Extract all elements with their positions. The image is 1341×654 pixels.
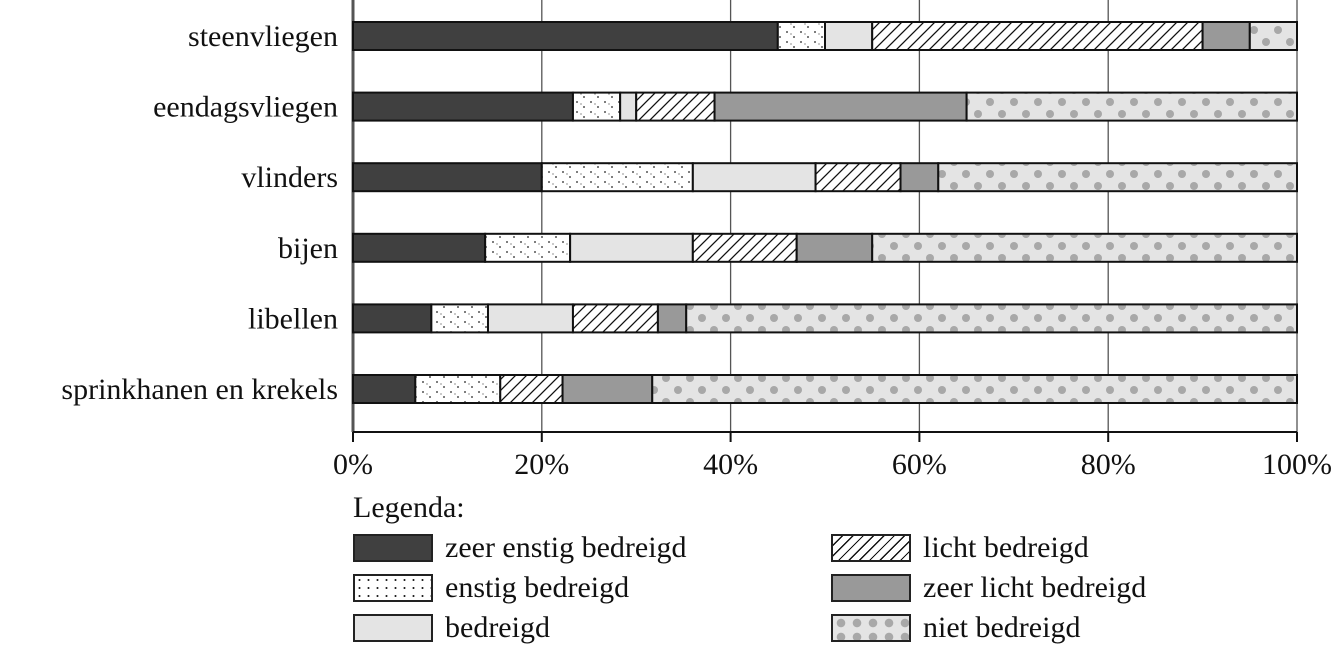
legend-swatch-icon — [831, 614, 911, 642]
legend-item: enstig bedreigd — [353, 570, 831, 606]
legend-items: zeer enstig bedreigd licht bedreigd enst… — [353, 530, 1253, 646]
x-tick-label: 80% — [1081, 448, 1136, 481]
legend-item: niet bedreigd — [831, 610, 1251, 646]
legend-swatch-icon — [353, 534, 433, 562]
legend-title: Legenda: — [353, 491, 465, 524]
stacked-bar-chart: steenvliegen eendagsvliegen vlinders bijen l… — [61, 0, 1332, 481]
category-label: vlinders — [241, 161, 338, 194]
bar-segment — [571, 303, 659, 334]
legend-item: licht bedreigd — [831, 530, 1251, 566]
bar-segment — [795, 232, 874, 263]
bar-segment — [352, 21, 779, 51]
legend-item: zeer licht bedreigd — [831, 570, 1251, 606]
legend-swatch-icon — [831, 534, 911, 562]
category-label: libellen — [248, 302, 338, 335]
bar-segment — [899, 162, 940, 193]
bar-segment — [814, 162, 902, 193]
bar-segment — [352, 232, 487, 263]
bar-segment — [352, 162, 543, 193]
x-tick-label: 60% — [892, 448, 947, 481]
bar-segment — [713, 91, 968, 122]
bar-segment — [619, 91, 638, 122]
bar-segment — [937, 162, 1299, 193]
category-label: eendagsvliegen — [153, 91, 338, 124]
bars — [352, 21, 1299, 404]
bar-segment — [656, 303, 688, 334]
bar-segment — [484, 232, 572, 263]
bar-segment — [691, 232, 798, 263]
legend-swatch-icon — [353, 574, 433, 602]
category-label: sprinkhanen en krekels — [61, 373, 338, 406]
bar-segment — [1248, 21, 1299, 51]
bar-segment — [1201, 21, 1251, 51]
bar-segment — [561, 374, 654, 404]
legend-item: bedreigd — [353, 610, 831, 646]
category-label: steenvliegen — [188, 20, 338, 53]
bar-segment — [430, 303, 489, 334]
x-tick-label: 20% — [514, 448, 569, 481]
bar-segment — [414, 374, 502, 404]
legend-swatch-icon — [353, 614, 433, 642]
legend: Legenda: zeer enstig bedreigd licht bedr… — [353, 490, 1253, 646]
bar-segment — [776, 21, 826, 51]
bar-segment — [871, 232, 1298, 263]
bar-segment — [965, 91, 1298, 122]
x-tick-label: 0% — [333, 448, 373, 481]
x-tick-label: 100% — [1262, 448, 1332, 481]
category-label: bijen — [278, 232, 338, 265]
legend-swatch-icon — [831, 574, 911, 602]
bar-segment — [824, 21, 874, 51]
grid-lines — [351, 0, 1298, 442]
legend-item: zeer enstig bedreigd — [353, 530, 831, 566]
category-labels: steenvliegen eendagsvliegen vlinders bijen l… — [61, 20, 338, 406]
x-axis-ticks: 0% 20% 40% 60% 80% 100% — [333, 448, 1332, 481]
bar-segment — [685, 303, 1298, 334]
bar-segment — [871, 21, 1204, 51]
bar-segment — [352, 91, 574, 122]
bar-segment — [635, 91, 716, 122]
bar-segment — [571, 91, 622, 122]
bar-segment — [486, 303, 574, 334]
bar-segment — [691, 162, 817, 193]
bar-segment — [569, 232, 694, 263]
bar-segment — [540, 162, 694, 193]
bar-segment — [499, 374, 564, 404]
bar-segment — [352, 303, 433, 334]
bar-segment — [352, 374, 417, 404]
x-tick-label: 40% — [703, 448, 758, 481]
bar-segment — [651, 374, 1298, 404]
